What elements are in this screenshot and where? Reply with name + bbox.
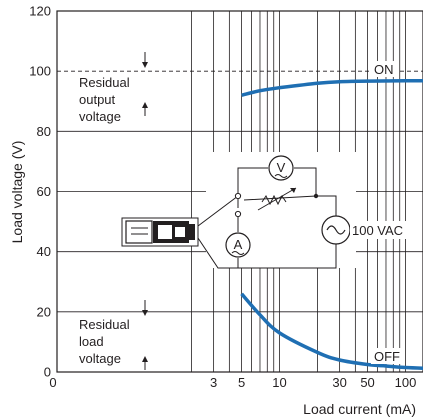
- y-tick-label: 20: [37, 304, 51, 319]
- sensor-icon: [121, 217, 199, 247]
- residual-load-line3: voltage: [79, 351, 121, 366]
- switch-contact-bottom: [234, 210, 242, 218]
- voltmeter-label: V: [277, 160, 286, 175]
- test-circuit: V A 100 VAC: [121, 152, 410, 269]
- switch-contact-top: [234, 192, 242, 200]
- y-tick-label: 60: [37, 184, 51, 199]
- y-tick-label: 0: [44, 365, 51, 380]
- residual-output-bg: [72, 72, 142, 126]
- ammeter-tilde: [231, 251, 245, 255]
- residual-output-line2: output: [79, 92, 116, 107]
- ammeter-icon: [225, 232, 251, 258]
- wire-resistor-source: [243, 195, 337, 216]
- x-tick-label: 100: [395, 375, 417, 390]
- sensor-cable: [189, 224, 195, 240]
- x-tick-label: 30: [332, 375, 346, 390]
- off-label: OFF: [374, 349, 400, 364]
- junction-dot: [313, 193, 319, 199]
- series-line-on: [241, 79, 423, 97]
- residual-load-arrowhead-top: [142, 310, 148, 316]
- off-label-bg: [371, 348, 403, 364]
- series-layer: [240, 79, 423, 370]
- residual-load-arrowhead-bottom: [142, 356, 148, 362]
- sensor-body-left: [125, 220, 153, 244]
- residual-load-line2: load: [79, 334, 104, 349]
- ac-source-label: 100 VAC: [352, 223, 403, 238]
- x-tick-label: 0: [49, 375, 56, 390]
- ac-source-label-bg: [350, 221, 410, 239]
- y-axis-title: Load voltage (V): [9, 141, 25, 244]
- sensor-window: [158, 225, 172, 239]
- x-tick-label: 3: [210, 375, 217, 390]
- wire-voltmeter-left: [237, 167, 268, 196]
- on-label-bg: [371, 61, 399, 77]
- x-tick-label: 10: [272, 375, 286, 390]
- y-tick-label: 100: [29, 64, 51, 79]
- ammeter-label: A: [234, 237, 243, 252]
- residual-output-arrowhead-top: [142, 62, 148, 68]
- y-tick-labels: 0 20 40 60 80 100 120: [29, 4, 51, 380]
- residual-output-line1: Residual: [79, 75, 130, 90]
- x-tick-label: 5: [238, 375, 245, 390]
- y-tick-label: 80: [37, 124, 51, 139]
- y-tick-label: 120: [29, 4, 51, 19]
- residual-output-arrowhead-bottom: [142, 102, 148, 108]
- residual-load-bg: [72, 314, 136, 368]
- sensor-indicator: [175, 227, 185, 237]
- voltmeter-tilde: [274, 174, 288, 178]
- x-tick-labels: 0351030501003005001,000: [49, 375, 417, 390]
- residual-output-line3: voltage: [79, 109, 121, 124]
- ac-source-wave: [326, 225, 346, 235]
- on-label: ON: [374, 62, 394, 77]
- wire-voltmeter-right: [294, 167, 317, 196]
- residual-load-line1: Residual: [79, 317, 130, 332]
- x-axis-title: Load current (mA): [303, 401, 416, 417]
- x-tick-label: 50: [360, 375, 374, 390]
- y-tick-label: 40: [37, 244, 51, 259]
- series-line-off: [240, 292, 423, 370]
- voltmeter-icon: [268, 155, 294, 181]
- resistor-arrowhead: [290, 188, 296, 193]
- wire-bottom: [197, 237, 337, 269]
- resistor-arrow: [257, 187, 297, 211]
